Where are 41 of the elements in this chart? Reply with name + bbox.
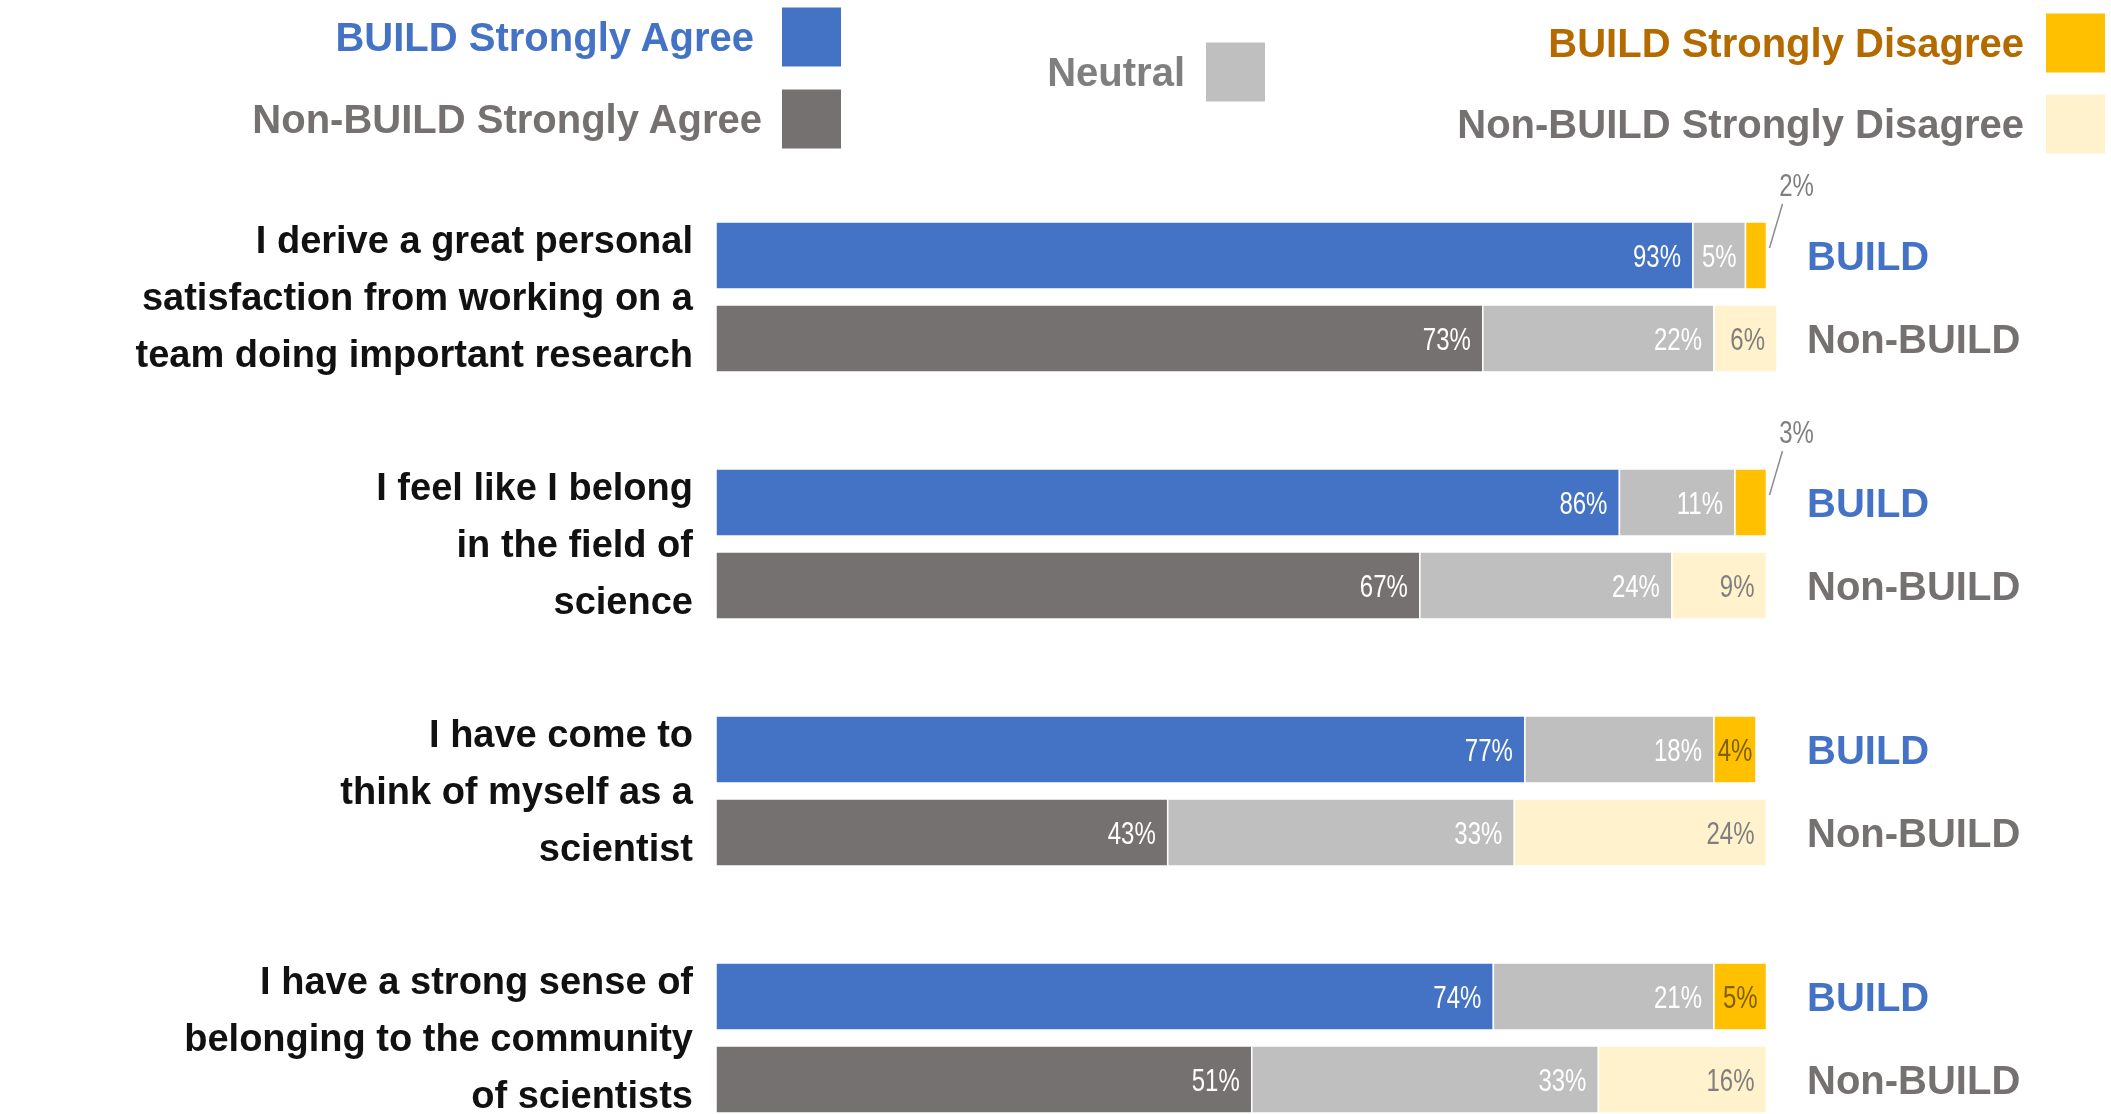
data-label: 77%: [1464, 731, 1513, 768]
data-label: 67%: [1359, 567, 1408, 604]
data-label: 73%: [1422, 320, 1471, 357]
y-tick-label: Non-BUILD: [1807, 1057, 2021, 1102]
data-label: 3%: [1779, 413, 1814, 450]
data-label: 33%: [1454, 814, 1503, 851]
legend-label: Non-BUILD Strongly Disagree: [1457, 102, 2024, 146]
y-tick-label: BUILD: [1807, 727, 1930, 772]
data-label: 22%: [1653, 320, 1702, 357]
text: I feel like I belong in the field of science: [376, 466, 694, 622]
legend-label: BUILD Strongly Disagree: [1548, 21, 2024, 65]
data-label: 5%: [1701, 237, 1737, 274]
data-label: 21%: [1653, 978, 1702, 1015]
data-label: 43%: [1107, 814, 1156, 851]
y-tick-label: Non-BUILD: [1807, 563, 2021, 608]
text: I have come to think of myself as a scientist: [340, 713, 694, 869]
y-tick-label: BUILD: [1807, 480, 1930, 525]
y-tick-label: BUILD: [1807, 233, 1930, 278]
data-label: 86%: [1559, 484, 1608, 521]
data-label: 5%: [1722, 978, 1758, 1015]
data-label: 6%: [1730, 320, 1765, 357]
data-label: 24%: [1611, 567, 1660, 604]
data-label: 18%: [1653, 731, 1702, 768]
y-tick-label: BUILD: [1807, 974, 1930, 1019]
data-label: 93%: [1632, 237, 1681, 274]
y-tick-label: Non-BUILD: [1807, 810, 2021, 855]
data-label: 4%: [1717, 731, 1753, 768]
text: I derive a great personal satisfaction from working on a team doing important research: [135, 219, 694, 375]
data-label: 33%: [1538, 1061, 1587, 1098]
data-label: 16%: [1706, 1061, 1755, 1098]
y-tick-label: Non-BUILD: [1807, 316, 2021, 361]
data-label: 11%: [1676, 484, 1723, 521]
legend-label: Neutral: [1047, 50, 1185, 94]
text: I have a strong sense of belonging to the community of scientists: [184, 960, 694, 1114]
legend-label: Non-BUILD Strongly Agree: [252, 97, 762, 141]
data-label: 2%: [1779, 166, 1814, 203]
data-label: 74%: [1433, 978, 1482, 1015]
data-label: 24%: [1706, 814, 1755, 851]
legend-label: BUILD Strongly Agree: [335, 15, 754, 59]
data-label: 51%: [1191, 1061, 1240, 1098]
data-label: 9%: [1719, 567, 1755, 604]
